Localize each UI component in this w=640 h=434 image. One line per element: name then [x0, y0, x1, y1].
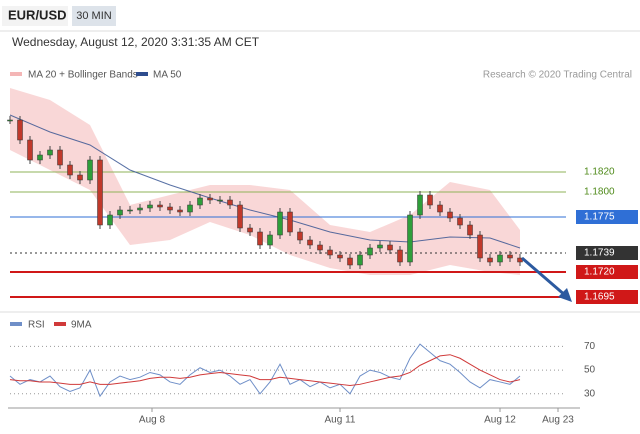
candle-body: [467, 224, 473, 236]
candle-body: [97, 159, 103, 226]
y-tick-label: 70: [584, 341, 596, 352]
source: Research © 2020 Trading Central: [483, 70, 632, 81]
candle-body: [317, 244, 323, 251]
symbol: EUR/USD: [8, 7, 67, 22]
candle-body: [397, 249, 403, 263]
level-label: 1.1720: [584, 267, 615, 278]
candle-body: [47, 149, 53, 156]
legend-label: MA 20 + Bollinger Bands: [28, 70, 138, 81]
candle-body: [137, 207, 143, 211]
candle-body: [457, 217, 463, 226]
x-tick-label: Aug 23: [542, 415, 574, 426]
candle-body: [257, 231, 263, 246]
x-tick-label: Aug 12: [484, 415, 516, 426]
candle-body: [407, 214, 413, 263]
level-box: [576, 246, 638, 260]
level-box: [576, 265, 638, 279]
level-label: 1.1695: [584, 292, 615, 303]
date: Wednesday, August 12, 2020 3:31:35 AM CE…: [12, 35, 260, 49]
candle-body: [207, 197, 213, 201]
candle-body: [347, 257, 353, 266]
candle-body: [227, 199, 233, 206]
candle-body: [7, 119, 13, 122]
bollinger-band: [10, 88, 520, 275]
symbol-box: [2, 6, 68, 26]
candle-body: [107, 214, 113, 226]
candle-body: [237, 204, 243, 229]
forecast-arrowhead: [558, 288, 572, 302]
level-label: 1.1820: [584, 167, 615, 178]
candle-body: [57, 149, 63, 166]
candle-body: [187, 204, 193, 213]
candle-body: [387, 244, 393, 251]
candle-body: [27, 139, 33, 161]
legend-label: 9MA: [71, 320, 92, 331]
candle-body: [267, 234, 273, 246]
candle-body: [147, 204, 153, 209]
candle-body: [287, 211, 293, 233]
candle-body: [327, 249, 333, 256]
timeframe-box: [72, 6, 116, 26]
candle-body: [437, 204, 443, 213]
candle-body: [417, 194, 423, 216]
candle-body: [217, 199, 223, 202]
candle-body: [477, 234, 483, 259]
candle-body: [87, 159, 93, 181]
level-box: [576, 290, 638, 304]
candle-body: [17, 119, 23, 141]
y-tick-label: 50: [584, 365, 596, 376]
candle-body: [427, 194, 433, 206]
y-tick-label: 30: [584, 388, 596, 399]
price-panel: 1.1820 1.1800 1.1775 1.1739 1.1720 1.1695: [7, 88, 638, 304]
candle-body: [367, 247, 373, 256]
candle-body: [297, 231, 303, 241]
level-label: 1.1800: [584, 187, 615, 198]
candle-body: [507, 254, 513, 259]
candle-body: [307, 239, 313, 246]
candle-body: [117, 209, 123, 216]
level-box: [576, 210, 638, 224]
legend-swatch: [54, 322, 66, 326]
legend-swatch: [10, 322, 22, 326]
legend-label: RSI: [28, 320, 45, 331]
candle-body: [247, 227, 253, 233]
candle-body: [377, 244, 383, 249]
candle-body: [277, 211, 283, 236]
candle-body: [497, 254, 503, 263]
legend-label: MA 50: [153, 70, 182, 81]
legend-swatch: [136, 72, 148, 76]
candle-body: [77, 174, 83, 181]
candle-body: [37, 154, 43, 161]
candle-body: [197, 197, 203, 206]
rsi-line: [9, 354, 521, 387]
candle-body: [357, 254, 363, 266]
candle-body: [337, 254, 343, 259]
level-label: 1.1775: [584, 212, 615, 223]
candle-body: [447, 211, 453, 219]
rsi-panel: 30 50 70 Aug 8 Aug 11 Aug 12 Aug 23: [9, 341, 596, 426]
candle-body: [67, 164, 73, 176]
candle-body: [177, 209, 183, 213]
x-tick-label: Aug 8: [139, 415, 166, 426]
timeframe: 30 MIN: [76, 10, 112, 22]
candle-body: [157, 204, 163, 208]
legend-swatch: [10, 72, 22, 76]
candle-body: [167, 206, 173, 211]
candle-body: [127, 209, 133, 212]
level-label: 1.1739: [584, 248, 615, 259]
ma50-line: [9, 114, 521, 249]
candle-body: [487, 257, 493, 263]
forecast-arrow: [521, 256, 567, 298]
x-tick-label: Aug 11: [325, 415, 356, 426]
